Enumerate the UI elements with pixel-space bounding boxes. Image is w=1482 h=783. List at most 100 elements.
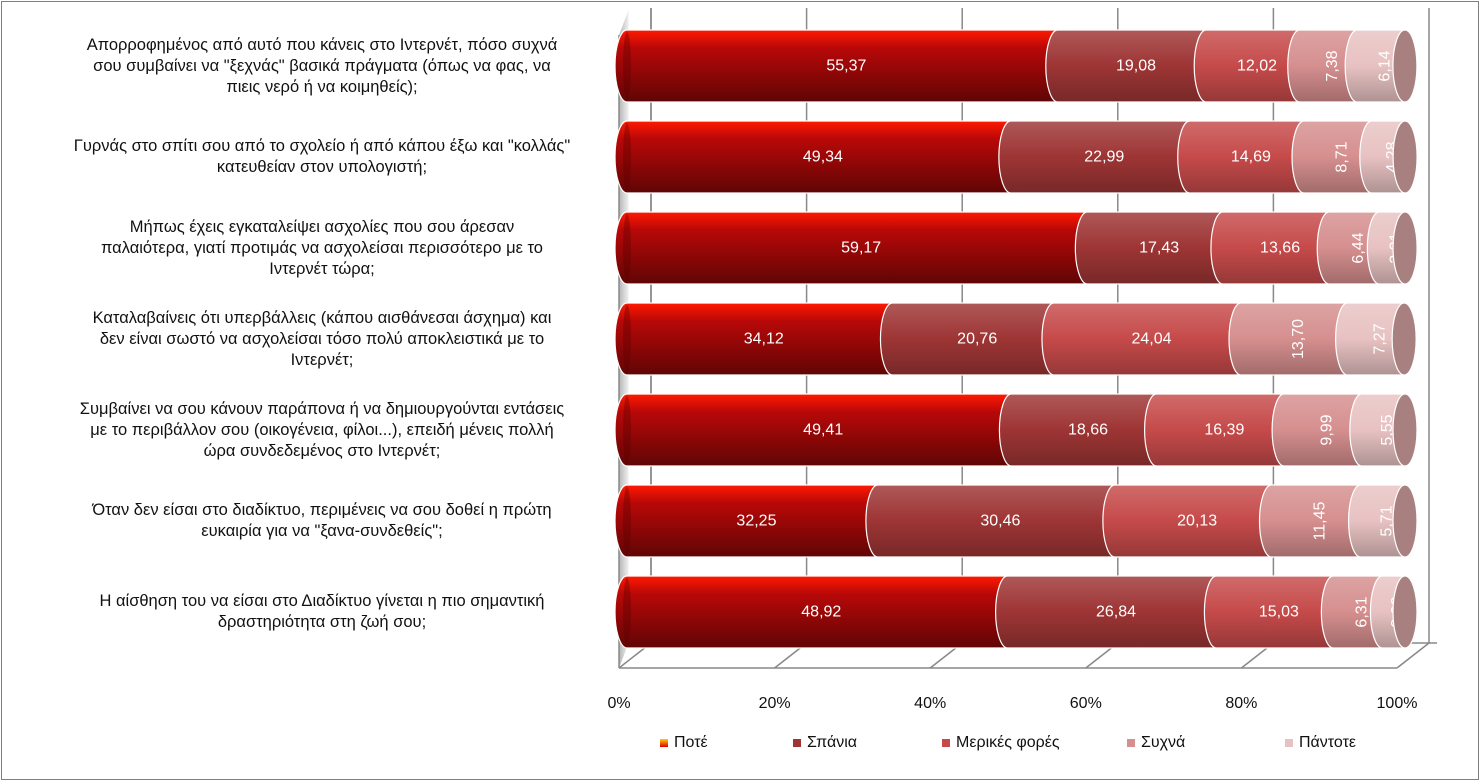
legend-item: Μερικές φορές xyxy=(942,734,1060,752)
data-label: 13,66 xyxy=(1260,240,1300,257)
legend-swatch xyxy=(660,739,668,747)
legend-swatch xyxy=(1127,739,1135,747)
bar-end-cap xyxy=(1392,393,1418,467)
bar-start-cap xyxy=(623,487,631,555)
category-label-line: Συμβαίνει να σου κάνουν παράπονα ή να δη… xyxy=(79,399,565,418)
chart-bars: 55,37 19,08 12,02 7,38 6,14 49,34 22,99 14,69 8,… xyxy=(614,29,1418,649)
data-label: 13,70 xyxy=(1290,319,1307,359)
x-tick-label: 20% xyxy=(759,695,791,712)
legend: Ποτέ Σπάνια Μερικές φορές Συχνά Πάντοτε xyxy=(0,734,1482,758)
legend-item: Ποτέ xyxy=(660,734,708,752)
x-tick-label: 80% xyxy=(1225,695,1257,712)
data-label: 8,71 xyxy=(1333,141,1350,172)
data-label: 48,92 xyxy=(801,604,841,621)
category-label-line: Η αίσθηση του να είσαι στο Διαδίκτυο γίν… xyxy=(99,592,545,610)
category-label-line: Απορροφημένος από αυτό που κάνεις στο Ιν… xyxy=(86,35,558,54)
bar-end-cap xyxy=(1392,29,1418,103)
legend-label: Σπάνια xyxy=(807,734,857,751)
category-label-line: δραστηριότητα στη ζωή σου; xyxy=(217,613,427,631)
data-label: 6,14 xyxy=(1377,50,1394,81)
legend-item: Σπάνια xyxy=(793,734,857,752)
bar-group: 49,41 18,66 16,39 9,99 5,55 xyxy=(614,393,1418,467)
legend-swatch xyxy=(1285,739,1293,747)
category-label-line: σου συμβαίνει να "ξεχνάς" βασικά πράγματ… xyxy=(93,56,551,75)
category-label-line: Ιντερνέτ τώρα; xyxy=(269,259,375,278)
data-label: 12,02 xyxy=(1237,58,1277,75)
data-label: 7,38 xyxy=(1324,50,1341,81)
category-label: Η αίσθηση του να είσαι στο Διαδίκτυο γίν… xyxy=(42,591,602,633)
data-label: 49,41 xyxy=(803,422,843,439)
x-tick-label: 40% xyxy=(914,695,946,712)
bar-end-cap xyxy=(1392,575,1418,649)
legend-label: Πάντοτε xyxy=(1299,734,1357,751)
x-axis-ticks: 0% 20% 40% 60% 80% 100% xyxy=(607,695,1417,712)
category-label: Όταν δεν είσαι στο διαδίκτυο, περιμένεις… xyxy=(42,500,602,542)
bar-group: 49,34 22,99 14,69 8,71 4,28 xyxy=(614,120,1418,194)
data-label: 32,25 xyxy=(736,513,776,530)
category-label-line: Γυρνάς στο σπίτι σου από το σχολείο ή απ… xyxy=(73,137,571,155)
data-label: 22,99 xyxy=(1084,149,1124,166)
category-label-line: Ιντερνέτ; xyxy=(290,350,354,369)
bar-group: 34,12 20,76 24,04 13,70 7,27 xyxy=(614,302,1417,376)
category-label: Γυρνάς στο σπίτι σου από το σχολείο ή απ… xyxy=(42,136,602,178)
data-label: 6,31 xyxy=(1353,596,1370,627)
category-label: Συμβαίνει να σου κάνουν παράπονα ή να δη… xyxy=(42,399,602,462)
data-label: 59,17 xyxy=(841,240,881,257)
legend-item: Συχνά xyxy=(1127,734,1185,752)
data-label: 5,55 xyxy=(1379,414,1396,445)
category-label: Απορροφημένος από αυτό που κάνεις στο Ιν… xyxy=(42,35,602,98)
category-label: Μήπως έχεις εγκαταλείψει ασχολίες που σο… xyxy=(42,217,602,280)
category-label-line: ώρα συνδεδεμένος στο Ιντερνέτ; xyxy=(203,441,441,460)
data-label: 18,66 xyxy=(1068,422,1108,439)
data-label: 15,03 xyxy=(1259,604,1299,621)
category-label-line: ευκαιρία για να "ξανα-συνδεθείς"; xyxy=(201,522,443,540)
data-label: 24,04 xyxy=(1131,331,1171,348)
data-label: 17,43 xyxy=(1139,240,1179,257)
bar-start-cap xyxy=(623,578,631,646)
bar-start-cap xyxy=(623,32,631,100)
data-label: 26,84 xyxy=(1096,604,1136,621)
category-label-line: με το περιβάλλον σου (οικογένεια, φίλοι.… xyxy=(90,420,554,439)
data-label: 55,37 xyxy=(826,58,866,75)
category-label-line: κατευθείαν στον υπολογιστή; xyxy=(216,158,428,176)
bar-end-cap xyxy=(1391,302,1417,376)
bar-end-cap xyxy=(1392,484,1418,558)
data-label: 5,71 xyxy=(1378,505,1395,536)
category-label-line: παλαιότερα, γιατί προτιμάς να ασχολείσαι… xyxy=(101,238,543,257)
bar-start-cap xyxy=(623,305,631,373)
data-label: 19,08 xyxy=(1116,58,1156,75)
bar-end-cap xyxy=(1392,211,1418,285)
legend-label: Συχνά xyxy=(1141,734,1186,751)
bar-start-cap xyxy=(623,396,631,464)
category-label-line: Μήπως έχεις εγκαταλείψει ασχολίες που σο… xyxy=(129,217,515,236)
data-label: 6,44 xyxy=(1350,232,1367,263)
data-label: 20,76 xyxy=(957,331,997,348)
legend-label: Ποτέ xyxy=(674,734,708,751)
bar-group: 55,37 19,08 12,02 7,38 6,14 xyxy=(614,29,1418,103)
data-label: 11,45 xyxy=(1312,501,1329,540)
x-tick-label: 100% xyxy=(1377,695,1418,712)
bar-group: 32,25 30,46 20,13 11,45 5,71 xyxy=(614,484,1418,558)
data-label: 20,13 xyxy=(1177,513,1217,530)
category-label-line: πιεις νερό ή να κοιμηθείς); xyxy=(226,77,418,96)
category-label: Καταλαβαίνεις ότι υπερβάλλεις (κάπου αισ… xyxy=(42,308,602,371)
legend-swatch xyxy=(942,739,950,747)
legend-swatch xyxy=(793,739,801,747)
data-label: 49,34 xyxy=(803,149,843,166)
legend-item: Πάντοτε xyxy=(1285,734,1356,752)
data-label: 7,27 xyxy=(1371,323,1388,354)
data-label: 30,46 xyxy=(980,513,1020,530)
bar-end-cap xyxy=(1392,120,1418,194)
data-label: 34,12 xyxy=(744,331,784,348)
category-label-line: Όταν δεν είσαι στο διαδίκτυο, περιμένεις… xyxy=(92,501,552,519)
category-label-line: Καταλαβαίνεις ότι υπερβάλλεις (κάπου αισ… xyxy=(92,308,552,327)
bar-start-cap xyxy=(623,123,631,191)
data-label: 14,69 xyxy=(1231,149,1271,166)
category-label-line: δεν είναι σωστό να ασχολείσαι τόσο πολύ … xyxy=(99,329,545,348)
data-label: 9,99 xyxy=(1318,414,1335,445)
x-tick-label: 60% xyxy=(1070,695,1102,712)
bar-start-cap xyxy=(623,214,631,282)
